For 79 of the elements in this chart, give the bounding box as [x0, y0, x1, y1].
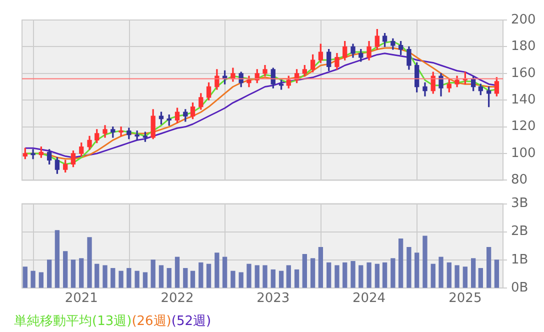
bar — [374, 264, 380, 288]
bar — [438, 256, 444, 288]
bar — [246, 264, 252, 288]
bar — [206, 264, 212, 288]
x-tick-label: 2025 — [448, 291, 482, 306]
y-tick-label: 200 — [511, 12, 536, 28]
bar — [382, 262, 388, 288]
bar — [22, 266, 28, 288]
bar — [414, 252, 420, 288]
bar — [230, 270, 236, 288]
bar — [390, 258, 396, 288]
bar — [318, 246, 324, 288]
bar — [63, 251, 68, 288]
bar — [102, 265, 108, 288]
bar — [198, 262, 204, 288]
bar — [190, 270, 196, 288]
x-tick-label: 2023 — [256, 291, 290, 306]
y-tick-label: 1B — [511, 252, 528, 268]
bar — [118, 270, 124, 288]
text: (52週) — [171, 314, 212, 329]
bar — [46, 260, 52, 288]
bar — [238, 272, 244, 288]
y-tick-label: 120 — [511, 119, 536, 134]
bar — [350, 261, 356, 288]
bar — [254, 265, 260, 288]
bar — [134, 270, 140, 288]
bar — [183, 268, 188, 288]
text: (26週) — [132, 314, 172, 329]
bar — [286, 265, 291, 288]
bar — [94, 264, 100, 288]
bar — [54, 230, 60, 288]
bar — [366, 262, 372, 288]
bar — [214, 252, 220, 288]
bar — [310, 258, 316, 288]
bar — [87, 237, 92, 288]
y-tick-label: 100 — [511, 146, 536, 161]
bar — [446, 262, 452, 288]
bar — [406, 246, 412, 288]
bar — [470, 258, 476, 288]
bar — [422, 236, 428, 288]
bar — [486, 246, 492, 288]
bar — [126, 268, 132, 288]
bar — [174, 256, 180, 288]
y-tick-label: 80 — [511, 172, 528, 188]
bar — [278, 270, 284, 288]
x-tick-label: 2022 — [160, 291, 194, 306]
bar — [38, 272, 44, 288]
x-tick-label: 2021 — [64, 291, 98, 306]
bar — [398, 238, 404, 288]
bar — [462, 266, 468, 288]
bar — [454, 265, 460, 288]
y-tick-label: 3B — [511, 196, 528, 212]
bar — [30, 270, 36, 288]
bar — [334, 265, 340, 288]
y-tick-label: 160 — [511, 66, 536, 81]
x-tick-label: 2024 — [352, 291, 386, 306]
bar — [142, 272, 148, 288]
bar — [222, 256, 228, 288]
bar — [158, 265, 164, 288]
bar — [430, 264, 436, 288]
bar — [294, 269, 300, 288]
bar — [358, 265, 364, 288]
bar — [326, 262, 332, 288]
bar — [150, 260, 156, 288]
bar — [262, 265, 268, 288]
bar — [79, 258, 84, 288]
bar — [478, 268, 483, 288]
bar — [166, 268, 172, 288]
bar — [270, 269, 276, 288]
y-tick-label: 2B — [511, 224, 528, 240]
text: 単純移動平均(13週) — [14, 314, 132, 329]
bar — [110, 268, 116, 288]
bar — [302, 254, 307, 288]
y-tick-label: 0B — [511, 280, 528, 296]
y-tick-label: 140 — [511, 92, 536, 108]
bar — [342, 262, 348, 288]
bar — [70, 260, 76, 288]
bar — [494, 260, 500, 288]
y-tick-label: 180 — [511, 39, 536, 54]
